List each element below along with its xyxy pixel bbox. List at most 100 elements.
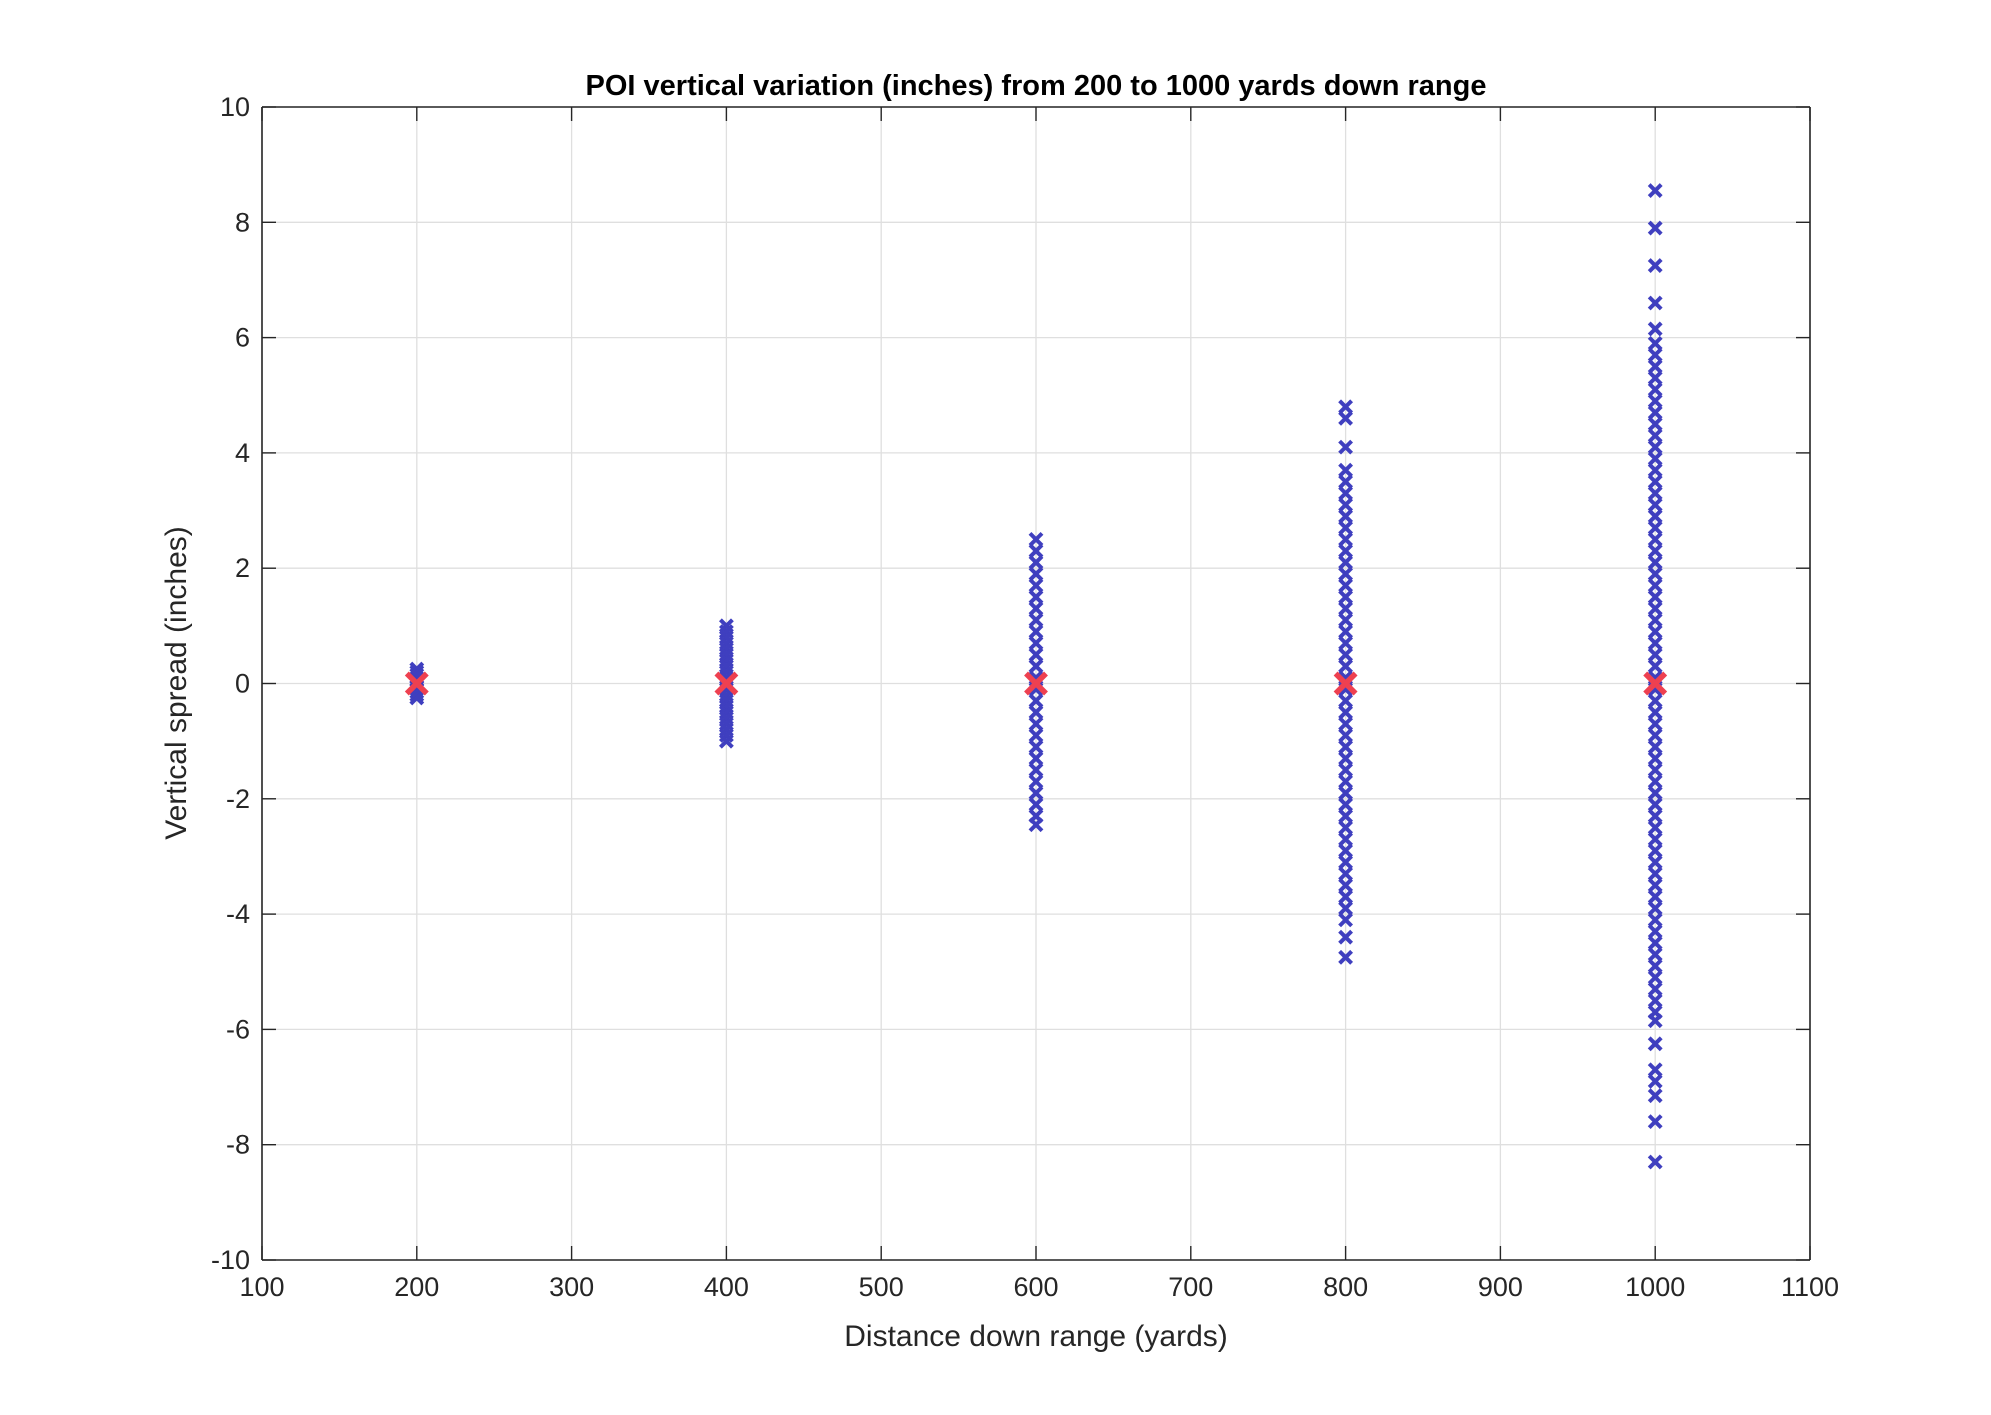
axes — [261, 106, 1811, 1261]
shot-point — [1028, 578, 1044, 593]
shot-point — [1647, 981, 1663, 997]
shot-point-stroke-b — [1647, 1114, 1663, 1130]
shot-point — [1647, 970, 1663, 985]
shot-point — [1338, 808, 1354, 824]
shot-point-stroke-b — [1647, 531, 1663, 547]
shot-point — [1647, 439, 1663, 455]
shot-point-stroke-b — [1647, 1013, 1663, 1029]
shot-point — [1647, 416, 1663, 432]
shot-point-stroke-b — [1647, 727, 1663, 743]
shot-point — [1028, 647, 1044, 663]
shot-point — [1647, 900, 1663, 916]
shot-point-stroke-b — [1647, 220, 1663, 236]
shot-point-stroke-b — [1028, 635, 1044, 651]
shot-point-stroke-b — [1647, 762, 1663, 778]
mean-point — [714, 671, 739, 696]
shot-point-stroke-b — [1647, 716, 1663, 732]
shot-point-stroke-b — [1338, 820, 1354, 836]
shot-point — [1647, 1036, 1663, 1052]
mean-point — [404, 671, 429, 696]
shot-point — [1647, 716, 1663, 732]
shot-point — [1028, 762, 1044, 778]
shot-point-stroke-b — [1647, 520, 1663, 536]
shot-point-stroke-b — [1338, 843, 1354, 859]
shot-point — [409, 690, 425, 706]
shot-point — [1338, 727, 1354, 743]
shot-point — [1338, 762, 1354, 778]
x-tick-label: 1100 — [1781, 1272, 1839, 1302]
shot-point-stroke-b — [1338, 635, 1354, 651]
shot-point — [1338, 601, 1354, 616]
shot-point-stroke-b — [1647, 347, 1663, 363]
shot-point-stroke-b — [1647, 1088, 1663, 1104]
shot-point — [1647, 635, 1663, 651]
shot-point-stroke-b — [1028, 555, 1044, 570]
shot-point-stroke-b — [1028, 531, 1044, 547]
shot-point-stroke-b — [1647, 1062, 1663, 1078]
mean-point-stroke-b — [404, 671, 429, 696]
shot-point-stroke-b — [1647, 393, 1663, 409]
shot-point-stroke-b — [1647, 382, 1663, 397]
shot-point — [1647, 831, 1663, 847]
shot-point — [1028, 716, 1044, 732]
shot-point-stroke-b — [1647, 183, 1663, 199]
shot-point-stroke-b — [1028, 658, 1044, 674]
shot-point — [1338, 410, 1354, 426]
shot-point-stroke-b — [1647, 635, 1663, 651]
shot-point-stroke-b — [1647, 335, 1663, 351]
shot-point-stroke-b — [1647, 462, 1663, 478]
shot-point — [1028, 774, 1044, 789]
shot-point-stroke-b — [1647, 485, 1663, 501]
shot-point-stroke-b — [1647, 474, 1663, 490]
chart-title: POI vertical variation (inches) from 200… — [586, 70, 1487, 102]
shot-point — [1028, 543, 1044, 559]
shot-point-stroke-b — [1338, 601, 1354, 616]
shot-point — [1647, 647, 1663, 663]
shot-point — [1338, 900, 1354, 916]
shot-point — [1028, 817, 1044, 833]
shot-point-stroke-b — [1028, 578, 1044, 593]
shot-point-stroke-b — [1647, 704, 1663, 720]
shot-point-stroke-b — [1647, 601, 1663, 616]
shot-point — [1338, 704, 1354, 720]
y-tick-label: -10 — [211, 1245, 250, 1275]
shot-point-stroke-b — [1028, 716, 1044, 732]
x-tick-label: 300 — [549, 1272, 594, 1302]
shot-point — [1338, 797, 1354, 812]
shot-point-stroke-b — [1338, 508, 1354, 524]
shot-point-stroke-b — [1647, 647, 1663, 663]
shot-point — [1647, 335, 1663, 351]
shot-point — [1647, 359, 1663, 374]
shot-point — [1647, 993, 1663, 1008]
shot-point — [1647, 258, 1663, 273]
shot-point — [1028, 727, 1044, 743]
shot-point — [1647, 555, 1663, 570]
shot-point-stroke-b — [1647, 854, 1663, 870]
shot-point-stroke-b — [1028, 543, 1044, 559]
y-tick-label: -2 — [226, 784, 250, 814]
shot-point-stroke-b — [1647, 578, 1663, 593]
shot-point — [1647, 739, 1663, 755]
shot-point — [1647, 578, 1663, 593]
shot-point-stroke-b — [1647, 981, 1663, 997]
y-tick-label: 8 — [235, 207, 250, 237]
mean-point-stroke-b — [1643, 671, 1668, 696]
shot-point — [1647, 531, 1663, 547]
shot-point-stroke-b — [1338, 877, 1354, 893]
shot-point-stroke-b — [1028, 762, 1044, 778]
shot-point-stroke-b — [1028, 647, 1044, 663]
shot-point — [1647, 751, 1663, 766]
shot-point — [1338, 739, 1354, 755]
shot-point — [1647, 428, 1663, 444]
shot-point-stroke-b — [1647, 321, 1663, 337]
shot-point — [1647, 393, 1663, 409]
shot-point — [1028, 704, 1044, 720]
shot-point — [1647, 727, 1663, 743]
y-axis-label: Vertical spread (inches) — [160, 526, 193, 839]
shot-point-stroke-b — [1028, 589, 1044, 605]
x-tick-label: 900 — [1478, 1272, 1523, 1302]
shot-point-stroke-b — [1647, 612, 1663, 628]
shot-point — [1647, 183, 1663, 199]
shot-point — [1647, 658, 1663, 674]
shot-point-stroke-b — [1028, 704, 1044, 720]
